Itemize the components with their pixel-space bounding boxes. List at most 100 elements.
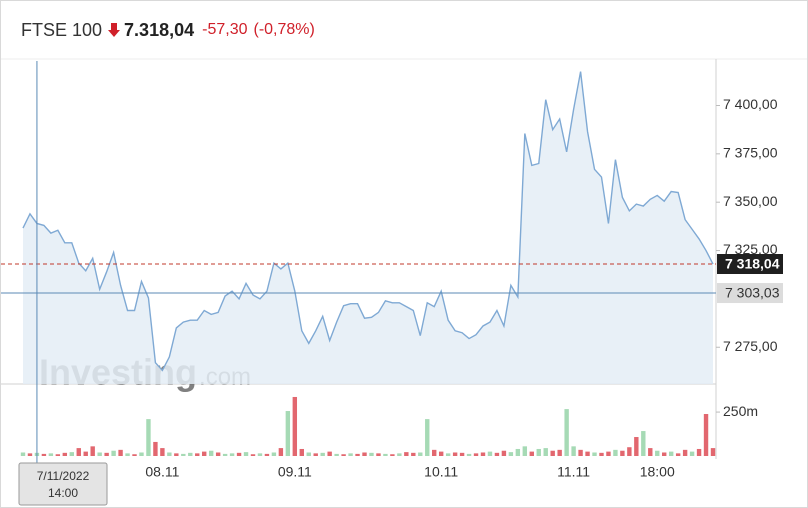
- volume-bar: [487, 451, 493, 456]
- volume-bar: [515, 448, 521, 456]
- down-arrow: [108, 23, 121, 37]
- volume-bar: [250, 454, 256, 456]
- y-tick-label: 7 275,00: [723, 338, 778, 354]
- volume-bar: [202, 451, 207, 456]
- header: FTSE 100 7.318,04 -57,30 (-0,78%): [21, 17, 321, 43]
- volume-bar: [160, 448, 165, 456]
- volume-bar: [438, 451, 444, 456]
- volume-bar: [264, 453, 270, 456]
- volume-bar: [195, 453, 200, 456]
- volume-bar: [69, 452, 74, 456]
- volume-bar: [445, 453, 451, 456]
- volume-bar: [362, 452, 367, 456]
- volume-bar: [320, 452, 325, 456]
- last-price-box: [717, 254, 783, 275]
- volume-bar: [348, 453, 353, 456]
- volume-bar: [508, 452, 514, 456]
- volume-bar: [557, 449, 562, 456]
- volume-bar: [432, 449, 437, 456]
- volume-bar: [466, 453, 472, 456]
- volume-bar: [41, 453, 47, 456]
- volume-bar: [578, 449, 583, 456]
- price-line: [22, 71, 714, 372]
- volume-bar: [383, 453, 388, 456]
- volume-bar: [668, 451, 674, 456]
- volume-bar: [306, 452, 311, 456]
- volume-bar: [334, 453, 339, 456]
- x-tick-label: 08.11: [145, 464, 179, 480]
- volume-bar: [139, 452, 144, 456]
- volume-bar: [327, 451, 332, 456]
- volume-bar: [174, 453, 179, 456]
- volume-bar: [459, 452, 465, 456]
- volume-bar: [90, 446, 95, 456]
- crosshair-date: 7/11/2022: [37, 469, 90, 483]
- volume-bar: [452, 452, 458, 456]
- volume-bar: [76, 448, 81, 456]
- volume-bar: [215, 452, 221, 456]
- crosshair-date-box: [18, 462, 108, 506]
- last-price: 7.318,04: [124, 19, 195, 40]
- crosshair-price-box: [717, 283, 783, 304]
- x-tick-label: 18:00: [640, 464, 675, 480]
- volume-bar: [529, 451, 534, 456]
- volume-bar: [285, 411, 291, 456]
- volume-bar: [501, 450, 507, 456]
- volume-bar: [313, 453, 318, 456]
- volume-bar: [655, 450, 660, 456]
- price-area: [23, 71, 713, 384]
- volume-bar: [257, 453, 263, 456]
- volume-bar: [397, 453, 402, 456]
- instrument-name: FTSE 100: [21, 19, 103, 40]
- volume-bar: [522, 446, 528, 456]
- volume-bar: [696, 448, 702, 456]
- y-tick-label: 7 350,00: [723, 193, 778, 209]
- volume-bar: [278, 448, 284, 456]
- volume-bar: [404, 452, 409, 456]
- volume-bar: [376, 453, 381, 456]
- last-price-label: 7 318,04: [725, 256, 780, 272]
- volume-bar: [125, 453, 130, 456]
- volume-bar: [536, 448, 541, 456]
- volume-bar: [181, 453, 186, 456]
- volume-bar: [703, 414, 709, 456]
- volume-bar: [299, 448, 304, 456]
- change: -57,30: [202, 21, 248, 38]
- volume-bar: [229, 453, 235, 456]
- volume-bar: [118, 449, 123, 456]
- x-tick-label: 10.11: [424, 464, 458, 480]
- volume-bar: [111, 450, 116, 456]
- crosshair-time: 14:00: [48, 486, 78, 500]
- volume-bar: [682, 449, 688, 456]
- volume-bar: [662, 452, 667, 456]
- volume-bar: [208, 450, 214, 456]
- volume-bar: [480, 452, 486, 456]
- volume-bar: [648, 448, 653, 456]
- volume-bar: [55, 454, 61, 456]
- volume-bar: [710, 448, 716, 456]
- y-tick-label: 7 375,00: [723, 145, 778, 161]
- volume-bar: [27, 453, 33, 456]
- volume-bar: [620, 450, 625, 456]
- volume-bar: [271, 452, 277, 456]
- volume-bar: [167, 452, 172, 456]
- volume-bar: [341, 454, 346, 456]
- volume-bar: [571, 446, 576, 456]
- volume-bar: [62, 452, 68, 456]
- x-tick-label: 09.11: [278, 464, 312, 480]
- y-tick-label: 7 325,00: [723, 241, 778, 257]
- volume-tick-label: 250m: [723, 403, 758, 419]
- volume-bar: [599, 452, 604, 456]
- volume-bar: [411, 452, 416, 456]
- volume-bar: [675, 453, 681, 456]
- volume-bar: [146, 419, 151, 456]
- volume-bar: [641, 431, 646, 456]
- volume-bar: [132, 454, 137, 456]
- volume-bar: [292, 396, 298, 456]
- volume-bar: [613, 449, 618, 456]
- crosshair-price-label: 7 303,03: [725, 285, 780, 301]
- volume-bar: [425, 419, 430, 456]
- volume-bar: [369, 452, 374, 456]
- volume-bar: [243, 452, 249, 456]
